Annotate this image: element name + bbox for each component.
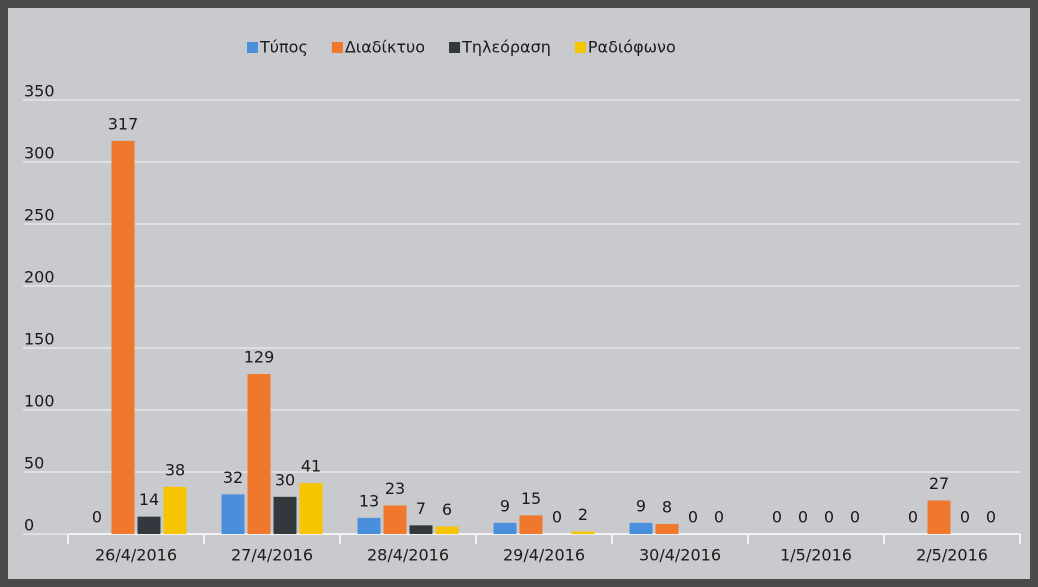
y-tick-label: 150: [24, 330, 55, 349]
bar: [927, 500, 951, 534]
bar: [247, 374, 271, 534]
bar: [163, 486, 187, 534]
legend-swatch: [449, 42, 461, 53]
data-label: 30: [275, 470, 295, 489]
y-tick-label: 250: [24, 206, 55, 225]
bar: [629, 522, 653, 534]
data-label: 0: [986, 508, 996, 527]
bar: [299, 483, 323, 534]
y-tick-label: 100: [24, 392, 55, 411]
x-tick-label: 27/4/2016: [231, 546, 313, 565]
data-label: 0: [688, 508, 698, 527]
data-label: 15: [521, 489, 541, 508]
bar: [221, 494, 245, 534]
bar: [137, 516, 161, 534]
y-tick-label: 300: [24, 144, 55, 163]
bar: [409, 525, 433, 534]
data-label: 9: [500, 496, 510, 515]
legend-label: Ραδιόφωνο: [588, 38, 676, 57]
y-tick-label: 200: [24, 268, 55, 287]
data-label: 0: [824, 508, 834, 527]
data-label: 14: [139, 490, 159, 509]
x-tick-label: 28/4/2016: [367, 546, 449, 565]
y-tick-label: 0: [24, 516, 34, 535]
data-label: 0: [850, 508, 860, 527]
data-label: 0: [552, 508, 562, 527]
bar: [571, 531, 595, 534]
bar: [111, 140, 135, 535]
bar: [383, 505, 407, 534]
bar: [273, 496, 297, 534]
legend-swatch: [331, 42, 343, 53]
legend-swatch: [247, 42, 258, 53]
data-label: 0: [960, 508, 970, 527]
data-label: 0: [798, 508, 808, 527]
y-tick-label: 50: [24, 454, 44, 473]
legend-label: Διαδίκτυο: [345, 38, 425, 57]
data-label: 8: [662, 498, 672, 517]
data-label: 23: [385, 479, 405, 498]
data-label: 13: [359, 491, 379, 510]
x-tick-label: 26/4/2016: [95, 546, 177, 565]
data-label: 317: [108, 114, 139, 133]
x-tick-label: 1/5/2016: [780, 546, 852, 565]
legend-label: Τύπος: [259, 38, 308, 57]
data-label: 129: [244, 348, 275, 367]
legend-label: Τηλεόραση: [461, 38, 551, 57]
data-label: 38: [165, 460, 185, 479]
bar: [519, 515, 543, 534]
bar: [655, 524, 679, 534]
data-label: 0: [772, 508, 782, 527]
data-label: 32: [223, 468, 243, 487]
data-label: 2: [578, 505, 588, 524]
bar: [435, 526, 459, 534]
bar: [493, 522, 517, 534]
y-tick-label: 350: [24, 82, 55, 101]
data-label: 0: [908, 508, 918, 527]
data-label: 6: [442, 500, 452, 519]
data-label: 0: [714, 508, 724, 527]
background: [8, 8, 1030, 579]
x-tick-label: 2/5/2016: [916, 546, 988, 565]
x-tick-label: 29/4/2016: [503, 546, 585, 565]
data-label: 7: [416, 499, 426, 518]
x-tick-label: 30/4/2016: [639, 546, 721, 565]
legend-swatch: [574, 42, 586, 53]
data-label: 27: [929, 474, 949, 493]
data-label: 9: [636, 496, 646, 515]
data-label: 41: [301, 457, 321, 476]
bar: [357, 517, 381, 534]
data-label: 0: [92, 508, 102, 527]
